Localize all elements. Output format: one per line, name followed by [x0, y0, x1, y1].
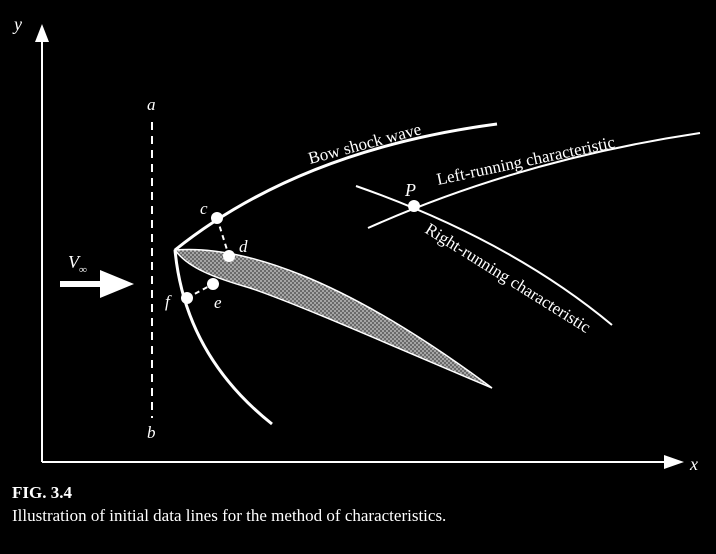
bow-shock-label: Bow shock wave — [306, 119, 423, 167]
x-axis-arrowhead — [664, 455, 684, 469]
point-c — [211, 212, 223, 224]
label-b: b — [147, 423, 156, 442]
bow-shock-lower — [173, 249, 273, 426]
y-axis-arrowhead — [35, 24, 49, 42]
freestream-label: V∞ — [68, 252, 87, 276]
label-c: c — [200, 199, 208, 218]
bow-shock-upper — [174, 122, 498, 252]
freestream-arrow-shaft — [60, 281, 100, 287]
airfoil-body — [173, 248, 493, 389]
point-f — [181, 292, 193, 304]
left-running-label: Left-running characteristic — [435, 132, 617, 188]
left-running-characteristic — [367, 132, 701, 229]
point-e — [207, 278, 219, 290]
point-d — [223, 250, 235, 262]
dashed-line-cd — [216, 217, 230, 257]
label-P: P — [404, 180, 416, 200]
label-f: f — [165, 292, 172, 311]
point-P — [408, 200, 420, 212]
figure-caption: FIG. 3.4 Illustration of initial data li… — [12, 482, 702, 528]
y-axis-label: y — [12, 14, 22, 34]
freestream-arrow-head — [100, 270, 134, 298]
label-e: e — [214, 293, 222, 312]
label-d: d — [239, 237, 248, 256]
x-axis-label: x — [689, 454, 698, 474]
label-a: a — [147, 95, 156, 114]
caption-text: Illustration of initial data lines for t… — [12, 506, 447, 525]
right-running-label: Right-running characteristic — [422, 219, 595, 337]
caption-label: FIG. 3.4 — [12, 483, 72, 502]
right-running-characteristic — [355, 185, 613, 326]
